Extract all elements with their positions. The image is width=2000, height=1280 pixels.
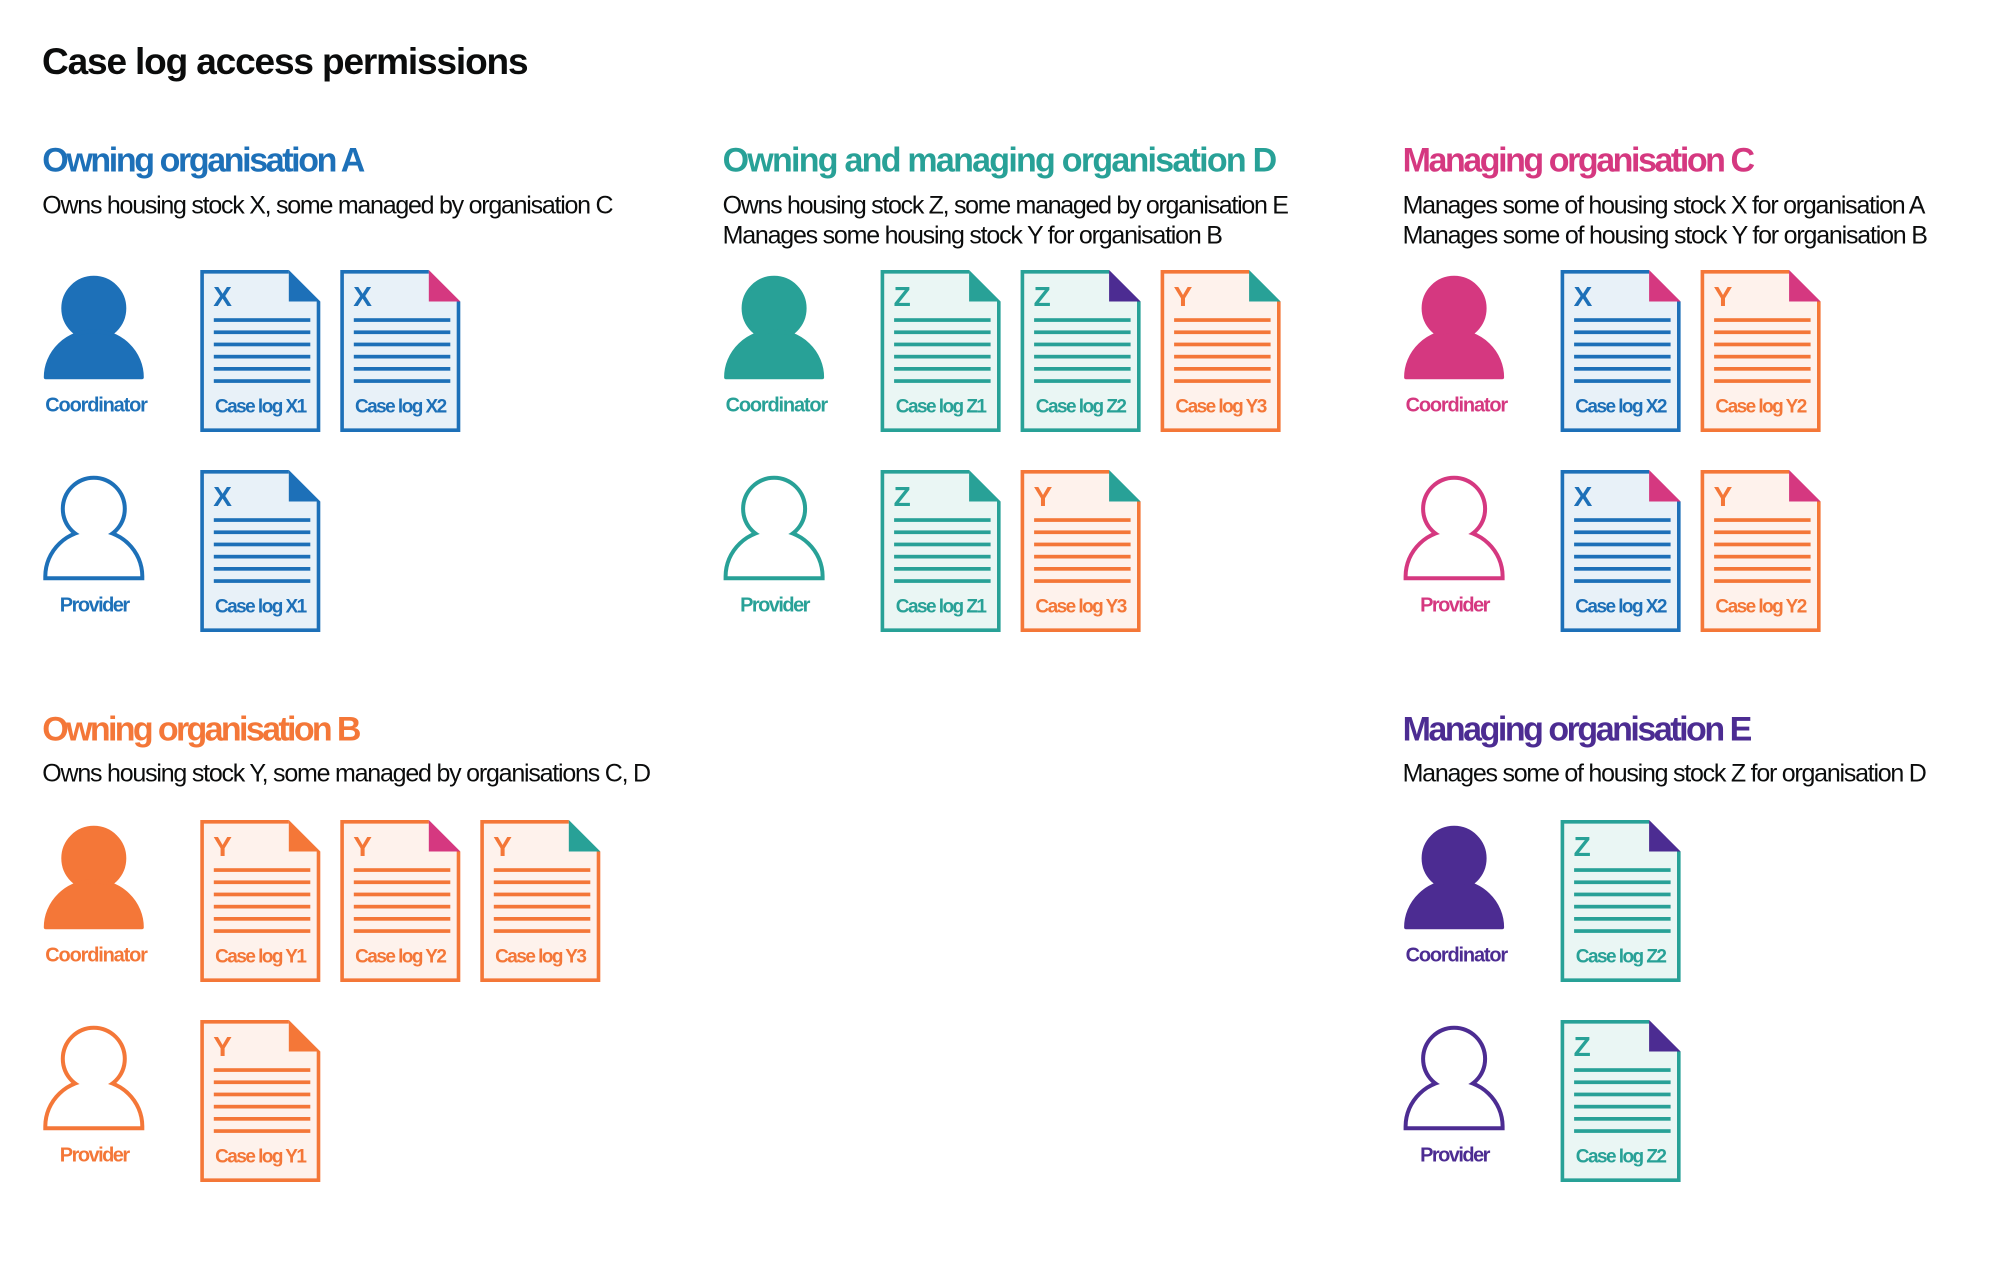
- svg-text:Provider: Provider: [740, 595, 811, 617]
- svg-text:Case log Z2: Case log Z2: [1576, 1147, 1667, 1168]
- svg-text:Case log Z1: Case log Z1: [896, 597, 988, 618]
- svg-text:Manages some of housing stock: Manages some of housing stock Y for orga…: [1403, 221, 1928, 249]
- svg-text:Case log Y2: Case log Y2: [1715, 597, 1806, 618]
- svg-text:Y: Y: [1714, 281, 1733, 312]
- svg-text:Manages some of housing stock: Manages some of housing stock Z for orga…: [1403, 760, 1926, 788]
- svg-text:Case log X2: Case log X2: [355, 397, 447, 418]
- svg-text:Case log Y3: Case log Y3: [1035, 597, 1126, 618]
- svg-text:Coordinator: Coordinator: [1406, 945, 1509, 967]
- svg-text:Managing organisation C: Managing organisation C: [1403, 141, 1755, 179]
- svg-text:Owns housing stock X, some man: Owns housing stock X, some managed by or…: [42, 191, 613, 219]
- svg-text:X: X: [1574, 281, 1593, 312]
- svg-text:Z: Z: [1574, 831, 1591, 862]
- svg-text:Provider: Provider: [1420, 595, 1491, 617]
- svg-text:Y: Y: [1034, 481, 1053, 512]
- svg-text:Manages some housing stock Y f: Manages some housing stock Y for organis…: [723, 221, 1223, 249]
- svg-text:Y: Y: [1714, 481, 1733, 512]
- svg-text:Case log Y2: Case log Y2: [355, 947, 446, 968]
- svg-text:Provider: Provider: [60, 595, 131, 617]
- svg-text:Owns housing stock Y, some man: Owns housing stock Y, some managed by or…: [42, 760, 650, 788]
- svg-text:Manages some of housing stock: Manages some of housing stock X for orga…: [1403, 191, 1926, 219]
- svg-text:Coordinator: Coordinator: [45, 945, 148, 967]
- svg-text:Case log Y3: Case log Y3: [1175, 397, 1266, 418]
- svg-text:Case log Z1: Case log Z1: [896, 397, 988, 418]
- svg-text:Z: Z: [894, 281, 911, 312]
- svg-text:Y: Y: [213, 831, 232, 862]
- svg-text:Owning organisation B: Owning organisation B: [42, 710, 361, 748]
- svg-text:Case log Y2: Case log Y2: [1715, 397, 1806, 418]
- svg-text:Case log Y3: Case log Y3: [495, 947, 586, 968]
- svg-text:Case log X1: Case log X1: [215, 597, 308, 618]
- svg-text:Z: Z: [1034, 281, 1051, 312]
- svg-text:Y: Y: [493, 831, 512, 862]
- svg-text:Z: Z: [1574, 1031, 1591, 1062]
- svg-text:Y: Y: [353, 831, 372, 862]
- svg-text:Coordinator: Coordinator: [45, 395, 148, 417]
- svg-text:Case log Z2: Case log Z2: [1576, 947, 1667, 968]
- svg-text:Coordinator: Coordinator: [1406, 395, 1509, 417]
- svg-text:Case log Z2: Case log Z2: [1036, 397, 1127, 418]
- svg-text:Case log X2: Case log X2: [1575, 397, 1667, 418]
- svg-text:Provider: Provider: [1420, 1145, 1491, 1167]
- svg-text:Y: Y: [213, 1031, 232, 1062]
- svg-text:X: X: [213, 481, 232, 512]
- svg-text:Z: Z: [894, 481, 911, 512]
- svg-text:Owning and managing organisati: Owning and managing organisation D: [723, 141, 1277, 179]
- svg-text:Provider: Provider: [60, 1145, 131, 1167]
- svg-text:Case log Y1: Case log Y1: [215, 1147, 307, 1168]
- svg-text:Coordinator: Coordinator: [726, 395, 829, 417]
- svg-text:Owns housing stock Z, some man: Owns housing stock Z, some managed by or…: [723, 191, 1289, 219]
- svg-text:Case log X2: Case log X2: [1575, 597, 1667, 618]
- svg-text:Case log Y1: Case log Y1: [215, 947, 307, 968]
- svg-text:X: X: [1574, 481, 1593, 512]
- svg-text:Case log access permissions: Case log access permissions: [42, 41, 528, 82]
- svg-text:Case log X1: Case log X1: [215, 397, 308, 418]
- svg-text:X: X: [213, 281, 232, 312]
- svg-text:Owning organisation A: Owning organisation A: [42, 141, 364, 179]
- svg-text:Y: Y: [1174, 281, 1193, 312]
- svg-text:X: X: [353, 281, 372, 312]
- svg-text:Managing organisation E: Managing organisation E: [1403, 710, 1752, 748]
